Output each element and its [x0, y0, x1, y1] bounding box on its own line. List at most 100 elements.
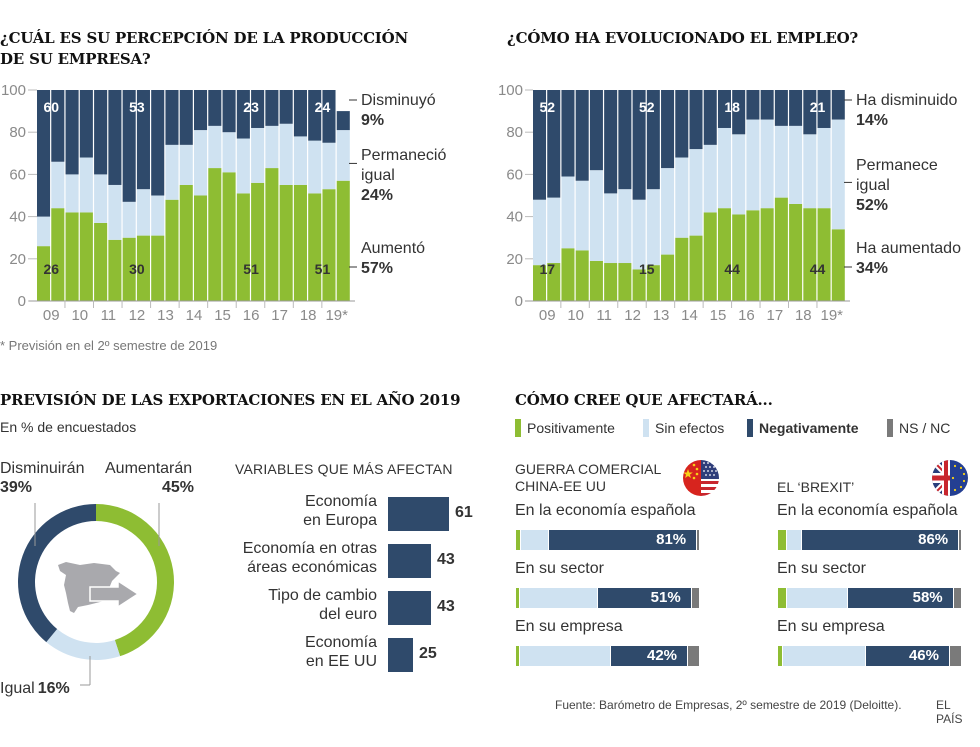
- bar-segment: [94, 174, 108, 223]
- y-tick-label: 80: [506, 124, 523, 141]
- impact-bar-value: 86%: [918, 531, 949, 548]
- impact-legend: Positivamente Sin efectos Negativamente …: [515, 419, 950, 437]
- x-tick-label: 10: [567, 307, 584, 320]
- bar-segment: [151, 90, 165, 196]
- bar-segment: [746, 119, 760, 211]
- bar-segment: [179, 90, 193, 145]
- variables-bar-chart: Economía en Europa 61 Economía en otras área…: [200, 490, 490, 680]
- chart2-title: ¿CÓMO HA EVOLUCIONADO EL EMPLEO?: [507, 29, 859, 47]
- impact-row-label: En la economía española: [515, 502, 696, 519]
- bar-segment: [561, 90, 575, 177]
- impact-bar-value: 81%: [656, 531, 687, 548]
- impact-bar-segment: [516, 646, 520, 666]
- legend-positive: Positivamente: [515, 419, 643, 437]
- bar-value-label: 44: [810, 261, 826, 277]
- bar-segment: [746, 90, 760, 120]
- impact-bar-segment: [519, 588, 599, 608]
- bar-segment: [703, 212, 717, 301]
- impact-row-label: En su sector: [515, 560, 604, 577]
- legend-positive-label: Positivamente: [527, 420, 615, 436]
- legend-label: Disminuyó: [361, 92, 436, 109]
- legend-swatch-nsnc: [887, 419, 893, 437]
- impact-stacked-bar: 81%: [516, 530, 699, 550]
- bar-segment: [646, 265, 660, 301]
- x-tick-label: 13: [653, 307, 670, 320]
- bar-segment: [165, 199, 179, 301]
- bar-segment: [308, 140, 322, 194]
- bar-segment: [689, 90, 703, 150]
- bar-segment: [251, 182, 265, 301]
- impact-title: CÓMO CREE QUE AFECTARÁ...: [515, 391, 773, 409]
- bar-segment: [336, 130, 350, 181]
- bar-segment: [322, 189, 336, 301]
- legend-value: 52%: [856, 197, 888, 214]
- x-tick-label: 11: [596, 307, 612, 320]
- bar-segment: [136, 189, 150, 236]
- y-tick-label: 60: [506, 166, 523, 183]
- bar-segment: [760, 119, 774, 209]
- bar-segment: [165, 90, 179, 145]
- source-note: Fuente: Barómetro de Empresas, 2º semest…: [555, 698, 902, 712]
- bar-segment: [675, 157, 689, 238]
- impact-bar-segment: [959, 530, 961, 550]
- bar-segment: [265, 168, 279, 301]
- bar-segment: [179, 144, 193, 185]
- donut-value-increase: 45%: [162, 479, 195, 496]
- y-tick-label: 80: [9, 124, 26, 141]
- bar-segment: [533, 265, 547, 301]
- impact-row-label: En su empresa: [515, 618, 623, 635]
- bar-value-label: 52: [639, 99, 655, 115]
- variable-label-line: Economía: [304, 493, 377, 510]
- bar-segment: [817, 208, 831, 301]
- bar-segment: [37, 216, 51, 247]
- x-tick-label: 14: [681, 307, 698, 320]
- legend-swatch-positive: [515, 419, 521, 437]
- bar-segment: [831, 229, 845, 301]
- variable-value: 43: [437, 551, 455, 568]
- bar-segment: [831, 119, 845, 230]
- y-tick-label: 20: [9, 251, 26, 268]
- legend-swatch-negative: [747, 419, 753, 437]
- bar-segment: [336, 111, 350, 131]
- legend-label: Aumentó: [361, 240, 425, 257]
- legend-value: 34%: [856, 260, 888, 277]
- bar-segment: [547, 197, 561, 264]
- bar-segment: [618, 263, 632, 301]
- bar-segment: [94, 222, 108, 301]
- x-tick-label: 18: [300, 307, 317, 320]
- employment-chart: 0 20 40 60 80 100 09 10 11 12 13 14 15 16 17 18 19* 17 52 1…: [498, 82, 961, 320]
- bar-segment: [703, 90, 717, 145]
- legend-label: igual: [856, 177, 890, 194]
- donut-label-increase: Aumentarán: [105, 460, 193, 477]
- bar-segment: [322, 90, 336, 143]
- impact-bar-segment: [778, 530, 788, 550]
- bar-value-label: 53: [129, 99, 145, 115]
- legend-nsnc: NS / NC: [887, 419, 950, 437]
- bar-segment: [803, 134, 817, 209]
- bar-segment: [732, 134, 746, 215]
- bar-segment: [65, 90, 79, 175]
- x-tick-label: 12: [129, 307, 146, 320]
- variable-bar: [388, 544, 431, 578]
- impact-bar-segment: [787, 588, 848, 608]
- bar-segment: [632, 199, 646, 270]
- bar-segment: [251, 90, 265, 128]
- group1-title-line1: GUERRA COMERCIAL: [515, 461, 662, 477]
- bar-value-label: 23: [243, 99, 259, 115]
- bar-segment: [817, 127, 831, 209]
- bar-segment: [789, 125, 803, 204]
- bar-segment: [79, 212, 93, 301]
- bar-segment: [37, 246, 51, 301]
- bar-segment: [179, 184, 193, 301]
- legend-negative: Negativamente: [747, 419, 887, 437]
- bar-segment: [79, 90, 93, 158]
- bar-segment: [604, 193, 618, 264]
- x-tick-label: 15: [214, 307, 231, 320]
- y-tick-label: 100: [498, 82, 523, 99]
- impact-bar-segment: [519, 646, 612, 666]
- bar-segment: [575, 250, 589, 301]
- x-tick-label: 15: [710, 307, 727, 320]
- legend-value: 14%: [856, 112, 888, 129]
- bar-segment: [51, 161, 65, 209]
- bar-value-label: 60: [43, 99, 59, 115]
